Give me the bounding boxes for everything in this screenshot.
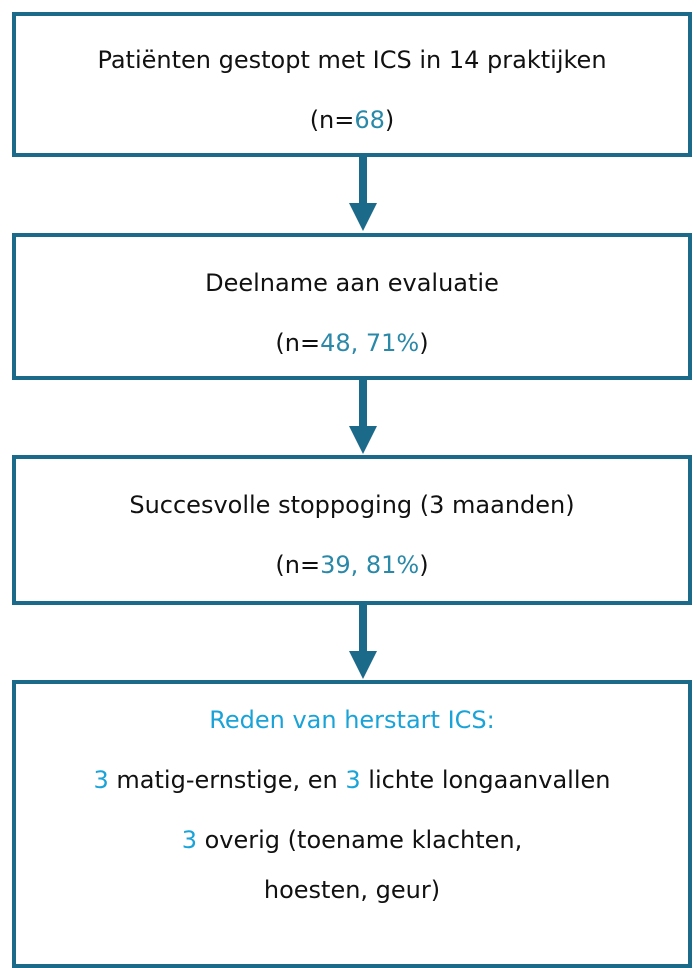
- text-segment: (n=: [275, 329, 321, 357]
- text-segment: (n=: [309, 106, 355, 134]
- text-segment: Reden van herstart ICS:: [209, 706, 495, 734]
- text-segment: 39, 81%: [320, 551, 420, 579]
- text-segment: ): [419, 329, 429, 357]
- text-segment: 3: [93, 766, 109, 794]
- arrow-head: [349, 651, 377, 679]
- arrow-head: [349, 426, 377, 454]
- arrow-head: [349, 203, 377, 231]
- arrows: [349, 157, 377, 679]
- text-line: (n=39, 81%): [16, 535, 688, 595]
- text-segment: ): [384, 106, 395, 134]
- flow-box: Succesvolle stoppoging (3 maanden) (n=39,…: [12, 455, 692, 605]
- text-line: Deelname aan evaluatie: [16, 253, 688, 313]
- page: (() => { const data = JSON.parse(documen…: [12, 12, 692, 968]
- text-line: (n=68): [16, 90, 688, 150]
- text-line: Patiënten gestopt met ICS in 14 praktijk…: [16, 30, 688, 90]
- arrow-shaft: [359, 157, 367, 203]
- text-segment: Patiënten gestopt met ICS in 14 praktijk…: [97, 46, 607, 74]
- text-segment: 3: [181, 826, 197, 854]
- text-segment: (n=: [275, 551, 321, 579]
- text-segment: 68: [354, 106, 385, 134]
- text-line: (n=48, 71%): [16, 313, 688, 373]
- text-line: Succesvolle stoppoging (3 maanden): [16, 475, 688, 535]
- text-segment: 48, 71%: [320, 329, 420, 357]
- arrow-shaft: [359, 380, 367, 426]
- arrow-shaft: [359, 605, 367, 651]
- text-segment: Deelname aan evaluatie: [205, 269, 499, 297]
- flow-box: Deelname aan evaluatie (n=48, 71%): [12, 233, 692, 380]
- text-line: Reden van herstart ICS:: [16, 690, 688, 750]
- flow-box: Reden van herstart ICS: 3 matig-ernstige,…: [12, 680, 692, 968]
- text-segment: overig (toename klachten, hoesten, geur): [196, 826, 530, 904]
- text-line: 3 overig (toename klachten, hoesten, geu…: [132, 815, 572, 915]
- text-segment: 3: [345, 766, 361, 794]
- text-line: 3 matig-ernstige, en 3 lichte longaanval…: [16, 750, 688, 810]
- flow-box: Patiënten gestopt met ICS in 14 praktijk…: [12, 12, 692, 157]
- text-segment: matig-ernstige, en: [108, 766, 346, 794]
- text-segment: lichte longaanvallen: [360, 766, 611, 794]
- text-segment: Succesvolle stoppoging (3 maanden): [129, 491, 575, 519]
- text-segment: ): [419, 551, 429, 579]
